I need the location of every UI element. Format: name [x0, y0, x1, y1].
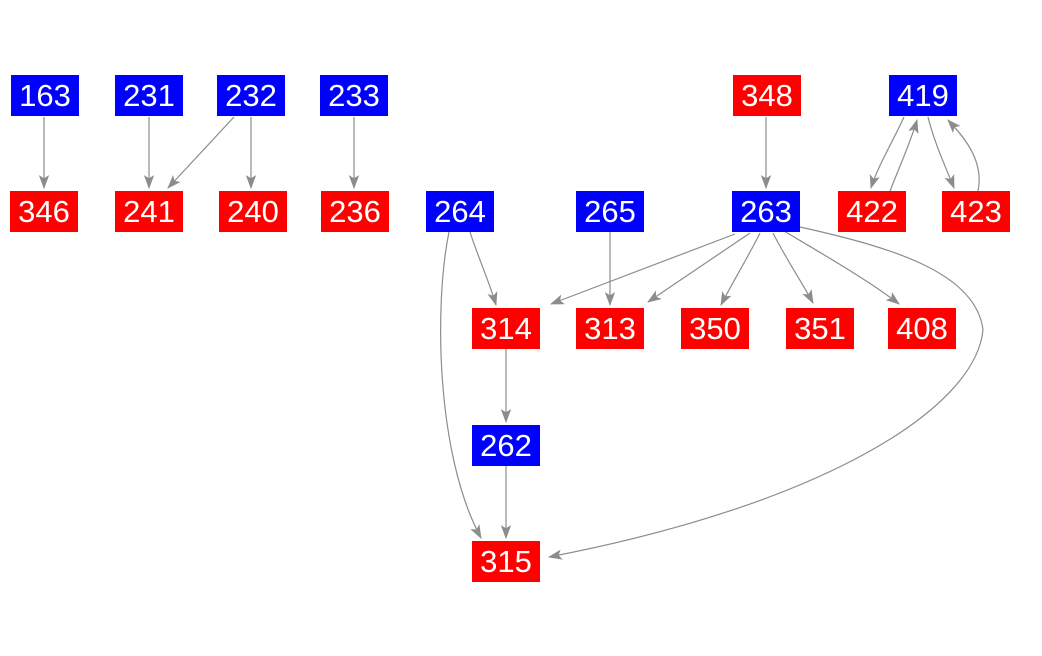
graph-node-350[interactable]: 350 [681, 308, 749, 349]
graph-node-163[interactable]: 163 [11, 75, 79, 116]
graph-node-236[interactable]: 236 [321, 191, 389, 232]
graph-node-265[interactable]: 265 [576, 191, 644, 232]
graph-node-241[interactable]: 241 [115, 191, 183, 232]
graph-node-263[interactable]: 263 [732, 191, 800, 232]
graph-node-346[interactable]: 346 [10, 191, 78, 232]
graph-node-348[interactable]: 348 [733, 75, 801, 116]
graph-node-419[interactable]: 419 [889, 75, 957, 116]
graph-node-264[interactable]: 264 [426, 191, 494, 232]
graph-node-314[interactable]: 314 [472, 308, 540, 349]
graph-node-422[interactable]: 422 [838, 191, 906, 232]
graph-node-240[interactable]: 240 [219, 191, 287, 232]
graph-node-315[interactable]: 315 [472, 541, 540, 582]
graph-node-231[interactable]: 231 [115, 75, 183, 116]
graph-node-351[interactable]: 351 [786, 308, 854, 349]
graph-node-313[interactable]: 313 [576, 308, 644, 349]
graph-node-423[interactable]: 423 [942, 191, 1010, 232]
graph-node-408[interactable]: 408 [888, 308, 956, 349]
graph-node-232[interactable]: 232 [217, 75, 285, 116]
graph-node-262[interactable]: 262 [472, 425, 540, 466]
graph-node-233[interactable]: 233 [320, 75, 388, 116]
